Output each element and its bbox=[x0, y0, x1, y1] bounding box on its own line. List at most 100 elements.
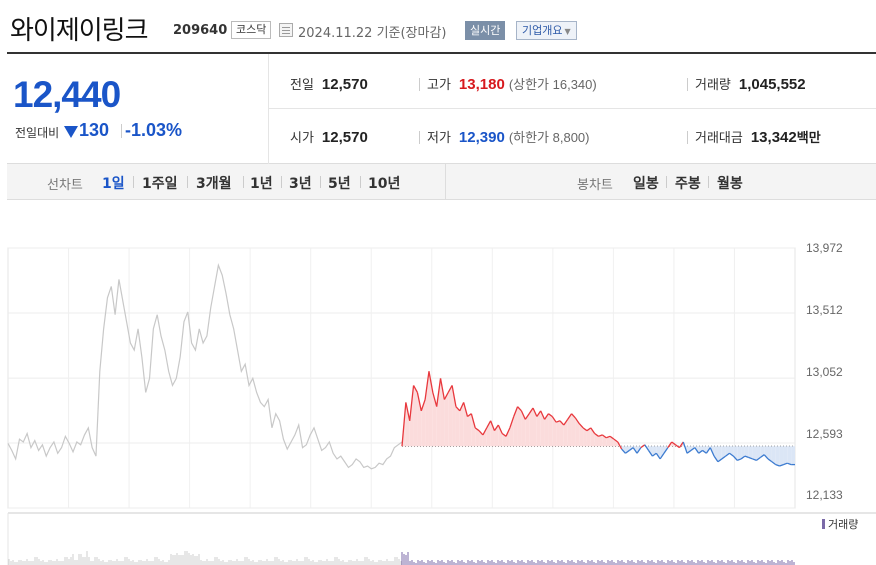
area-segment bbox=[771, 446, 776, 465]
down-triangle-icon bbox=[64, 126, 78, 138]
area-segment bbox=[660, 446, 664, 459]
area-segment bbox=[586, 427, 591, 447]
price-line-segment bbox=[505, 427, 511, 437]
area-segment bbox=[563, 419, 568, 447]
tab-daily-candle[interactable]: 일봉 bbox=[633, 176, 659, 192]
prev-day-line bbox=[7, 263, 403, 470]
tab-5y[interactable]: 5년 bbox=[328, 176, 351, 192]
realtime-button[interactable]: 실시간 bbox=[465, 21, 506, 40]
price-line-segment bbox=[732, 455, 738, 461]
area-segment bbox=[748, 446, 753, 459]
area-segment bbox=[421, 399, 426, 447]
area-segment bbox=[579, 423, 584, 447]
area-segment bbox=[594, 433, 599, 447]
price-line-segment bbox=[694, 447, 700, 454]
area-segment bbox=[768, 446, 772, 462]
price-line-segment bbox=[548, 413, 553, 418]
price-line-segment bbox=[667, 441, 673, 448]
price-line-segment bbox=[678, 441, 684, 448]
area-segment bbox=[521, 410, 526, 447]
area-segment bbox=[509, 416, 514, 447]
area-segment bbox=[714, 446, 718, 462]
price-line-segment bbox=[540, 410, 546, 420]
area-segment bbox=[475, 427, 480, 447]
price-line-segment bbox=[756, 457, 761, 461]
high-price: 고가 13,180 (상한가 16,340) bbox=[427, 76, 597, 93]
area-segment bbox=[559, 420, 564, 447]
price-line-segment bbox=[640, 444, 646, 449]
volume: 거래량 1,045,552 bbox=[695, 76, 806, 93]
area-segment bbox=[717, 446, 722, 462]
price-line-segment bbox=[578, 423, 584, 429]
quote-date: 2024.11.22 기준(장마감) bbox=[298, 26, 447, 41]
price-line-segment bbox=[443, 392, 449, 400]
area-segment bbox=[436, 378, 441, 447]
price-line-segment bbox=[648, 450, 653, 457]
price-line-segment bbox=[563, 418, 569, 426]
tab-monthly-candle[interactable]: 월봉 bbox=[717, 176, 743, 192]
tab-1d[interactable]: 1일 bbox=[102, 176, 125, 192]
line-chart-label: 선차트 bbox=[47, 178, 83, 193]
area-segment bbox=[683, 441, 688, 454]
area-segment bbox=[598, 434, 603, 447]
area-segment bbox=[656, 446, 661, 459]
price-line-segment bbox=[474, 427, 480, 432]
price-line-segment bbox=[493, 424, 499, 432]
price-line-segment bbox=[412, 385, 418, 393]
price-line-segment bbox=[416, 392, 422, 412]
area-segment bbox=[744, 446, 749, 458]
tab-3m[interactable]: 3개월 bbox=[196, 176, 232, 192]
area-segment bbox=[448, 385, 453, 447]
area-segment bbox=[702, 446, 707, 454]
low-price: 저가 12,390 (하한가 8,800) bbox=[427, 129, 590, 146]
price-line-segment bbox=[501, 432, 507, 437]
price-line-segment bbox=[582, 427, 588, 432]
y-tick-label: 12,133 bbox=[806, 488, 843, 502]
market-badge: 코스닥 bbox=[231, 21, 272, 39]
area-segment bbox=[533, 408, 537, 447]
price-line-segment bbox=[713, 455, 719, 463]
change-value: 130 bbox=[79, 120, 110, 140]
price-line-segment bbox=[767, 458, 773, 463]
price-line-segment bbox=[559, 420, 565, 426]
price-line-segment bbox=[509, 416, 515, 429]
tab-1w[interactable]: 1주일 bbox=[142, 176, 178, 192]
tab-1y[interactable]: 1년 bbox=[250, 176, 273, 192]
area-segment bbox=[467, 413, 472, 447]
tab-weekly-candle[interactable]: 주봉 bbox=[675, 176, 701, 192]
area-segment bbox=[506, 427, 510, 447]
price-line-segment bbox=[702, 449, 707, 454]
price-line-segment bbox=[447, 385, 453, 393]
price-line-segment bbox=[717, 458, 723, 463]
price-line-segment bbox=[432, 392, 438, 407]
candle-chart-label: 봉차트 bbox=[577, 178, 613, 193]
price-line-segment bbox=[439, 378, 446, 400]
price-line-segment bbox=[601, 434, 607, 439]
change-percent: -1.03% bbox=[125, 120, 183, 140]
price-line-segment bbox=[470, 413, 476, 429]
tab-3y[interactable]: 3년 bbox=[289, 176, 312, 192]
prev-close: 전일 12,570 bbox=[290, 76, 368, 93]
price-line-segment bbox=[513, 406, 519, 417]
area-segment bbox=[575, 417, 580, 447]
area-segment bbox=[536, 410, 541, 447]
price-line-segment bbox=[721, 455, 727, 460]
divider bbox=[121, 124, 122, 138]
price-line-segment bbox=[775, 463, 780, 467]
tab-10y[interactable]: 10년 bbox=[368, 176, 401, 192]
area-segment bbox=[640, 444, 645, 448]
price-line-segment bbox=[532, 407, 538, 417]
current-price-panel: 12,440 전일대비 130 -1.03% bbox=[7, 54, 269, 164]
area-segment bbox=[517, 406, 522, 447]
company-overview-label: 기업개요 bbox=[522, 24, 563, 37]
area-segment bbox=[552, 416, 557, 447]
price-line-segment bbox=[655, 452, 661, 460]
company-overview-button[interactable]: 기업개요 ▼ bbox=[516, 21, 577, 40]
price-line-segment bbox=[551, 416, 557, 423]
area-segment bbox=[625, 446, 630, 454]
price-line-segment bbox=[463, 402, 469, 417]
area-segment bbox=[459, 402, 464, 447]
calendar-icon bbox=[279, 23, 293, 37]
price-line-segment bbox=[740, 455, 746, 460]
price-line-segment bbox=[594, 432, 599, 437]
